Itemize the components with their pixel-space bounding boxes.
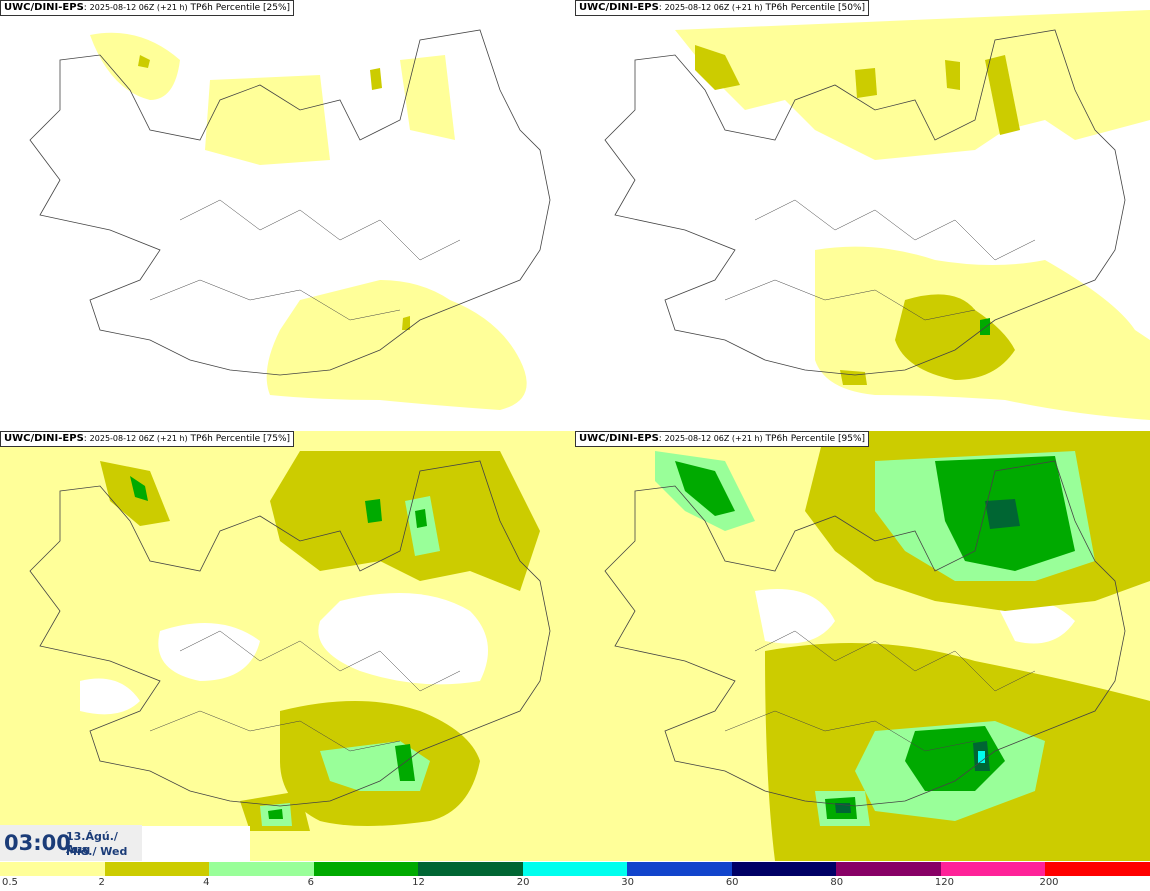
- legend-swatch: [0, 862, 106, 876]
- legend-swatch: [940, 862, 1047, 876]
- iceland-outline: [604, 29, 1126, 376]
- precip-layer: [575, 431, 1150, 861]
- precip-layer: [0, 431, 575, 861]
- legend-tick-label: 120: [934, 877, 954, 888]
- percentile-label: [50%]: [838, 3, 866, 13]
- map-panel-p75: UWC/DINI-EPS: 2025-08-12 06Z (+21 h) TP6…: [0, 431, 575, 861]
- legend-tick-label: 2: [98, 877, 105, 888]
- variable-name: TP6h Percentile: [190, 434, 261, 444]
- legend-tick-label: 200: [1039, 877, 1059, 888]
- run-time: 2025-08-12 06Z (+21 h): [664, 434, 763, 443]
- panel-title: UWC/DINI-EPS: 2025-08-12 06Z (+21 h) TP6…: [575, 431, 870, 447]
- map-panel-p95: UWC/DINI-EPS: 2025-08-12 06Z (+21 h) TP6…: [575, 431, 1150, 861]
- precip-map-p50: [604, 10, 1150, 420]
- panel-title: UWC/DINI-EPS: 2025-08-12 06Z (+21 h) TP6…: [0, 0, 295, 16]
- legend-swatch: [836, 862, 942, 876]
- legend-swatch: [418, 862, 524, 876]
- legend-swatch: [209, 862, 315, 876]
- legend-tick-label: 30: [621, 877, 634, 888]
- map-panel-p25: UWC/DINI-EPS: 2025-08-12 06Z (+21 h) TP6…: [0, 0, 575, 430]
- precip-layer: [90, 32, 527, 410]
- panel-title: UWC/DINI-EPS: 2025-08-12 06Z (+21 h) TP6…: [0, 431, 295, 447]
- valid-date: 13.Ágú./ Aug: [66, 830, 118, 856]
- percentile-label: [75%]: [263, 434, 291, 444]
- model-name: UWC/DINI-EPS: [579, 2, 659, 13]
- run-time: 2025-08-12 06Z (+21 h): [89, 434, 188, 443]
- legend-swatch: [522, 862, 629, 876]
- legend-tick-label: 4: [203, 877, 210, 888]
- run-time: 2025-08-12 06Z (+21 h): [89, 3, 188, 12]
- map-panel-p50: UWC/DINI-EPS: 2025-08-12 06Z (+21 h) TP6…: [575, 0, 1150, 430]
- iceland-outline: [604, 460, 1126, 807]
- legend-tick-label: 12: [412, 877, 425, 888]
- variable-name: TP6h Percentile: [765, 3, 836, 13]
- iceland-outline: [29, 460, 551, 807]
- valid-day: Mið./ Wed: [66, 845, 128, 858]
- variable-name: TP6h Percentile: [765, 434, 836, 444]
- panel-title: UWC/DINI-EPS: 2025-08-12 06Z (+21 h) TP6…: [575, 0, 870, 16]
- precip-map-p95: [575, 431, 1150, 861]
- model-name: UWC/DINI-EPS: [4, 2, 84, 13]
- percentile-label: [25%]: [263, 3, 291, 13]
- legend-tick-label: 60: [725, 877, 739, 888]
- legend-tick-label: 80: [830, 877, 844, 888]
- precip-layer: [675, 10, 1150, 420]
- valid-time-box: 03:00 13.Ágú./ Aug Mið./ Wed: [0, 825, 142, 861]
- iceland-outline: [29, 29, 551, 376]
- precip-map-p25: [29, 29, 551, 410]
- precip-map-p75: [0, 431, 575, 861]
- legend-swatch: [1045, 862, 1150, 876]
- run-time: 2025-08-12 06Z (+21 h): [664, 3, 763, 12]
- valid-time-clock: 03:00: [4, 831, 71, 855]
- legend-tick-label: 20: [516, 877, 530, 888]
- model-name: UWC/DINI-EPS: [4, 433, 84, 444]
- legend-tick-label: 0.5: [2, 877, 18, 888]
- variable-name: TP6h Percentile: [190, 3, 261, 13]
- legend-tick-label: 6: [307, 877, 314, 888]
- legend-swatch: [731, 862, 838, 876]
- model-name: UWC/DINI-EPS: [579, 433, 659, 444]
- color-legend: 0.5 2 4 6 12 20 30 60 80 120 200: [0, 862, 1150, 891]
- legend-swatch: [313, 862, 420, 876]
- legend-swatch: [627, 862, 733, 876]
- legend-swatch: [104, 862, 211, 876]
- percentile-label: [95%]: [838, 434, 866, 444]
